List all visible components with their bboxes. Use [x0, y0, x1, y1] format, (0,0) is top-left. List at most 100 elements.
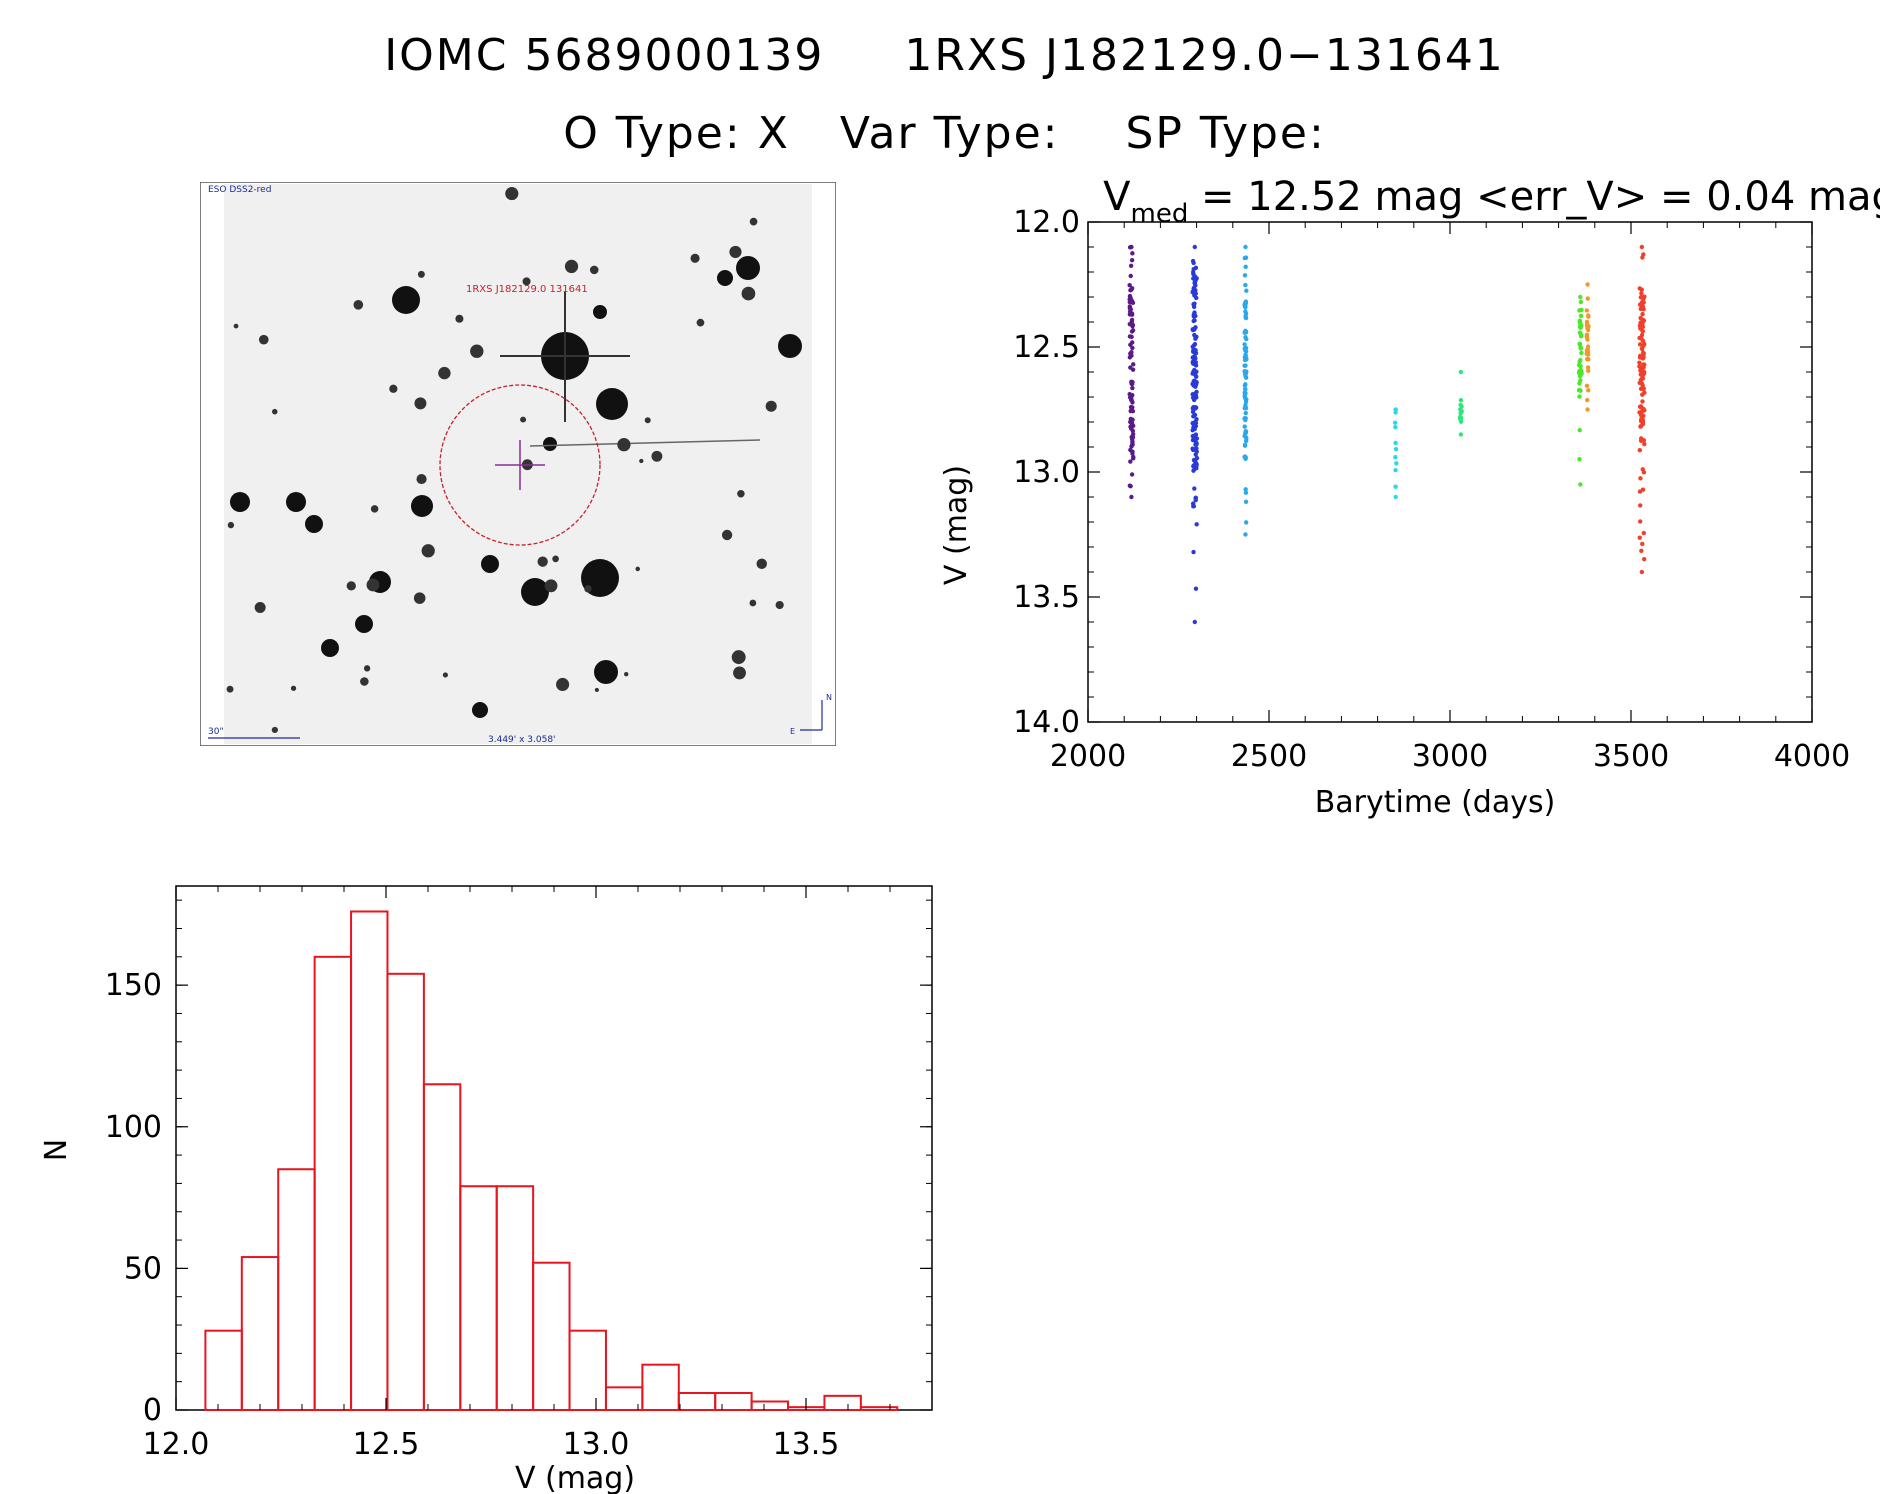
star	[617, 438, 631, 452]
o-type-value: X	[757, 108, 790, 159]
lc-point	[1584, 308, 1589, 313]
histogram-chart: 12.0 12.5 13.0 13.5 0 50 100 150 V (mag) N	[40, 885, 933, 1494]
alt-id: 1RXS J182129.0−131641	[904, 30, 1505, 81]
star	[775, 600, 784, 610]
hist-bar	[677, 1392, 717, 1412]
finder-chart: 1RXS J182129.0 131641 ESO DSS2-red 30" 3…	[200, 182, 836, 746]
star-id: IOMC 5689000139	[384, 30, 825, 81]
lc-point	[1190, 395, 1196, 400]
lc-point	[1129, 298, 1135, 304]
star	[520, 416, 527, 423]
lc-point	[1243, 487, 1248, 492]
lc-point	[1393, 455, 1398, 460]
o-type-label: O Type:	[563, 108, 742, 159]
lc-point	[1242, 454, 1247, 460]
star	[635, 566, 641, 572]
lc-point	[1640, 392, 1645, 397]
star	[438, 366, 451, 380]
lc-ylabel: V (mag)	[940, 465, 974, 585]
star	[749, 217, 758, 226]
lc-point	[1194, 522, 1199, 527]
star	[544, 579, 558, 593]
lc-point	[1244, 436, 1249, 441]
lc-point	[1585, 365, 1591, 370]
lc-point	[1584, 323, 1590, 329]
lc-point	[1192, 244, 1197, 250]
lc-point	[1128, 483, 1133, 489]
lc-point	[1637, 489, 1643, 494]
lc-point	[1190, 446, 1195, 451]
star	[392, 286, 420, 314]
lc-point	[1243, 264, 1248, 270]
star	[552, 555, 559, 563]
lc-title-rest: = 12.52 mag <err_V> = 0.04 mag	[1188, 174, 1880, 220]
lc-point	[1191, 266, 1196, 272]
sky-image	[224, 184, 812, 744]
lc-point	[1586, 388, 1591, 393]
lc-point	[1639, 381, 1645, 386]
lc-point	[1191, 304, 1197, 310]
lc-point	[1577, 456, 1582, 462]
lc-point	[1584, 348, 1590, 353]
lc-point	[1193, 313, 1198, 319]
lc-point	[1191, 318, 1196, 324]
star	[749, 599, 757, 607]
lc-point	[1243, 244, 1248, 250]
lc-point	[1639, 369, 1645, 374]
lc-y-tick-label: 13.5	[1013, 580, 1080, 615]
lc-point	[1637, 302, 1643, 307]
star	[651, 450, 663, 462]
lc-point	[1128, 342, 1133, 348]
lc-point	[1638, 519, 1643, 524]
lc-point	[1579, 307, 1584, 313]
lc-point	[1194, 374, 1199, 379]
lc-title: Vmed = 12.52 mag <err_V> = 0.04 mag	[1103, 174, 1880, 229]
lc-point	[1193, 382, 1199, 387]
star	[370, 505, 379, 513]
lc-point	[1194, 455, 1200, 461]
lc-point	[1459, 409, 1464, 414]
star	[584, 585, 592, 593]
lc-point	[1577, 341, 1582, 347]
lc-point	[1242, 424, 1247, 429]
lc-point	[1192, 412, 1198, 418]
hist-x-tick-label: 13.5	[773, 1427, 840, 1462]
star	[389, 384, 398, 393]
lc-point	[1193, 336, 1198, 341]
lc-point	[1642, 441, 1647, 447]
lc-point	[1190, 427, 1195, 433]
lc-point	[1585, 344, 1591, 349]
star	[521, 578, 549, 606]
type-line: O Type: X Var Type: SP Type:	[0, 108, 1889, 159]
star	[736, 256, 760, 280]
lc-point	[1577, 394, 1582, 399]
lc-point	[1637, 448, 1643, 453]
lc-point	[1243, 382, 1248, 387]
lc-point	[1242, 255, 1248, 261]
lc-point	[1637, 335, 1642, 341]
hist-bar	[604, 1386, 644, 1411]
hist-bar	[350, 910, 389, 1412]
star	[455, 314, 464, 323]
star	[537, 556, 548, 567]
lc-point	[1129, 257, 1135, 263]
lc-point	[1243, 303, 1248, 308]
lc-point	[1578, 346, 1584, 351]
lc-point	[1242, 342, 1247, 347]
lc-point	[1193, 350, 1199, 356]
hist-x-tick-label: 13.0	[563, 1427, 630, 1462]
star	[594, 687, 599, 693]
lc-point	[1194, 441, 1199, 447]
fov-label: 3.449' x 3.058'	[488, 735, 556, 745]
star	[596, 388, 628, 420]
lc-point	[1585, 407, 1590, 412]
star	[366, 578, 380, 592]
hist-y-tick-label: 50	[124, 1251, 162, 1286]
hist-bar	[532, 1261, 571, 1411]
lc-point	[1578, 294, 1583, 300]
lc-point	[1242, 370, 1248, 376]
lc-point	[1243, 311, 1249, 316]
lc-point	[1393, 424, 1398, 430]
lc-point	[1577, 427, 1582, 433]
lc-point	[1131, 456, 1136, 461]
